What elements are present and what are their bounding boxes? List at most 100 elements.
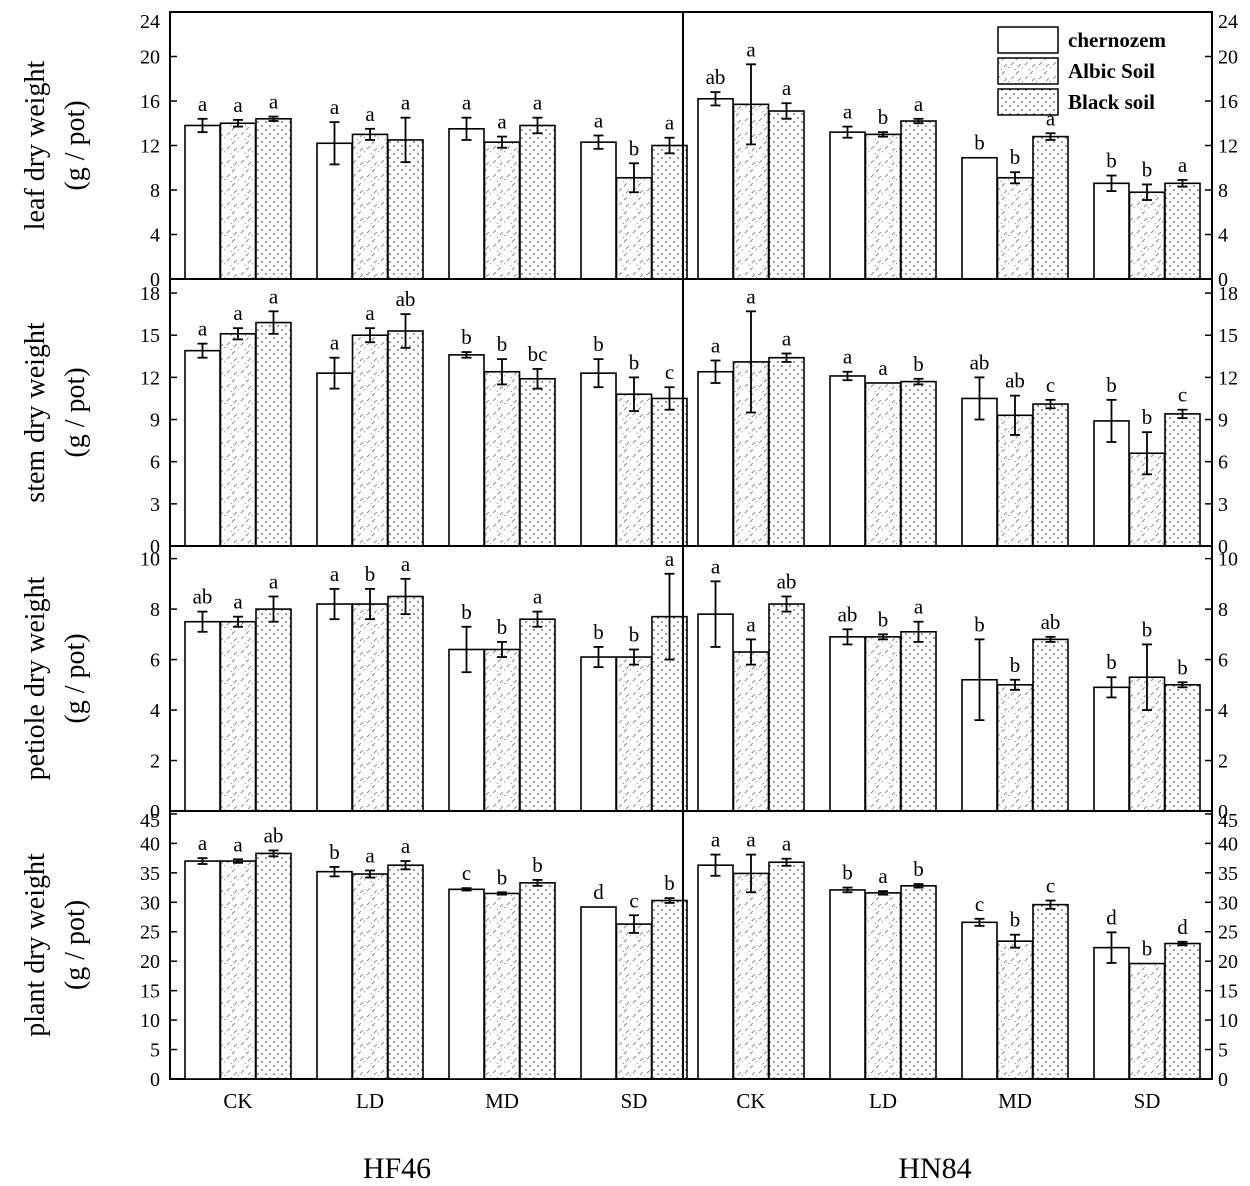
- bar-stem-hn84-md-s1: [961, 397, 998, 547]
- significance-letter: a: [746, 284, 756, 308]
- significance-letter: a: [330, 95, 340, 119]
- significance-letter: a: [365, 102, 375, 126]
- bar-petiole-hn84-md-s3: [1032, 638, 1069, 812]
- ylabel-line2: (g / pot): [60, 900, 91, 990]
- significance-letter: c: [1046, 874, 1055, 898]
- bar-petiole-hf46-md-s2: [483, 648, 521, 812]
- ytick-label-right: 8: [1218, 180, 1228, 202]
- significance-letter: b: [593, 332, 604, 356]
- xtick-label: LD: [869, 1089, 897, 1113]
- ylabel-line1: stem dry weight: [20, 322, 51, 503]
- ytick-label-right: 0: [1218, 269, 1228, 291]
- bar-plant-hf46-ld-s3: [387, 864, 424, 1080]
- ytick-label-right: 45: [1218, 810, 1238, 832]
- ytick-label-right: 5: [1218, 1040, 1228, 1062]
- bar-plant-hn84-ld-s1: [829, 889, 866, 1080]
- significance-letter: ab: [838, 602, 858, 626]
- cultivar-label: HF46: [363, 1152, 431, 1185]
- significance-letter: ab: [264, 823, 284, 847]
- significance-letter: a: [401, 91, 411, 115]
- xtick-label: SD: [621, 1089, 648, 1113]
- significance-letter: a: [533, 91, 543, 115]
- cultivar-label: HN84: [898, 1152, 971, 1185]
- ytick-label-right: 20: [1218, 951, 1238, 973]
- significance-letter: b: [593, 620, 604, 644]
- ylabel-line1: leaf dry weight: [20, 61, 51, 231]
- bar-leaf-hn84-ld-s2: [864, 133, 902, 280]
- significance-letter: a: [594, 108, 604, 132]
- ytick-label-right: 8: [1218, 599, 1228, 621]
- significance-letter: a: [878, 356, 888, 380]
- ytick-label-left: 3: [150, 494, 160, 516]
- ytick-label-left: 12: [140, 367, 160, 389]
- bar-plant-hf46-md-s3: [519, 882, 556, 1080]
- bar-leaf-hf46-ld-s2: [351, 133, 389, 280]
- significance-letter: d: [1106, 905, 1117, 929]
- bar-plant-hf46-ck-s3: [255, 852, 292, 1080]
- bar-stem-hn84-ck-s3: [768, 356, 805, 547]
- bar-stem-hn84-ld-s3: [900, 380, 937, 547]
- significance-letter: b: [878, 105, 889, 129]
- y-axis-label-petiole: petiole dry weight (g / pot): [20, 576, 91, 780]
- significance-letter: b: [497, 865, 508, 889]
- ytick-label-right: 25: [1218, 922, 1238, 944]
- bar-stem-hn84-ck-s1: [697, 370, 734, 547]
- bar-plant-hf46-sd-s2: [615, 923, 653, 1080]
- significance-letter: a: [233, 832, 243, 856]
- xtick-label: LD: [356, 1089, 384, 1113]
- significance-letter: b: [629, 350, 640, 374]
- significance-letter: b: [1106, 149, 1117, 173]
- bar-leaf-hn84-md-s2: [996, 176, 1034, 280]
- significance-letter: ab: [1041, 610, 1061, 634]
- legend-label-2: Albic Soil: [1068, 59, 1155, 83]
- significance-letter: b: [1142, 617, 1153, 641]
- panel-leaf: 0 0 4 4 8 8 12 12 16 16 20 20 24 24 leaf dry weight (g …: [20, 11, 1238, 291]
- significance-letter: b: [1177, 655, 1188, 679]
- xtick-label: CK: [736, 1089, 765, 1113]
- legend-label-3: Black soil: [1068, 90, 1155, 114]
- bar-plant-hf46-ld-s2: [351, 873, 389, 1080]
- significance-letter: a: [401, 834, 411, 858]
- significance-letter: b: [913, 857, 924, 881]
- bar-stem-hf46-ck-s1: [184, 349, 221, 547]
- significance-letter: a: [914, 92, 924, 116]
- ylabel-line2: (g / pot): [60, 367, 91, 457]
- ytick-label-left: 45: [140, 810, 160, 832]
- bar-stem-hn84-ld-s2: [864, 382, 902, 547]
- significance-letter: b: [1010, 653, 1021, 677]
- ytick-label-left: 16: [140, 91, 160, 113]
- significance-letter: a: [746, 612, 756, 636]
- significance-letter: a: [782, 832, 792, 856]
- ytick-label-right: 16: [1218, 91, 1238, 113]
- bar-petiole-hn84-sd-s1: [1093, 686, 1130, 812]
- xtick-label: MD: [485, 1089, 519, 1113]
- ytick-label-left: 25: [140, 922, 160, 944]
- panel-petiole: 0 0 2 2 4 4 6 6 8 8 10 10 petiole dry weight (g / pot…: [20, 545, 1238, 823]
- ylabel-line1: petiole dry weight: [20, 576, 51, 780]
- bar-leaf-hf46-md-s1: [448, 128, 485, 280]
- ytick-label-left: 10: [140, 549, 160, 571]
- ytick-label-left: 15: [140, 981, 160, 1003]
- bar-stem-hn84-ld-s1: [829, 375, 866, 547]
- significance-letter: b: [974, 131, 985, 155]
- bar-leaf-hn84-ld-s1: [829, 131, 866, 280]
- bar-plant-hf46-ck-s1: [184, 860, 221, 1080]
- bar-stem-hf46-sd-s1: [580, 372, 617, 547]
- significance-letter: a: [233, 93, 243, 117]
- bar-plant-hn84-md-s3: [1032, 903, 1069, 1080]
- y-axis-label-plant: plant dry weight (g / pot): [20, 853, 91, 1037]
- ytick-label-left: 12: [140, 136, 160, 158]
- ytick-label-left: 0: [150, 536, 160, 558]
- significance-letter: a: [330, 562, 340, 586]
- bar-petiole-hn84-md-s2: [996, 684, 1034, 812]
- bar-petiole-hn84-ck-s2: [732, 651, 770, 812]
- bar-plant-hn84-ck-s2: [732, 872, 770, 1080]
- significance-letter: b: [1010, 908, 1021, 932]
- bar-stem-hf46-sd-s2: [615, 393, 653, 547]
- ytick-label-left: 0: [150, 269, 160, 291]
- significance-letter: c: [975, 892, 984, 916]
- bar-petiole-hf46-ck-s2: [219, 620, 257, 812]
- significance-letter: d: [1177, 915, 1188, 939]
- significance-letter: b: [664, 871, 675, 895]
